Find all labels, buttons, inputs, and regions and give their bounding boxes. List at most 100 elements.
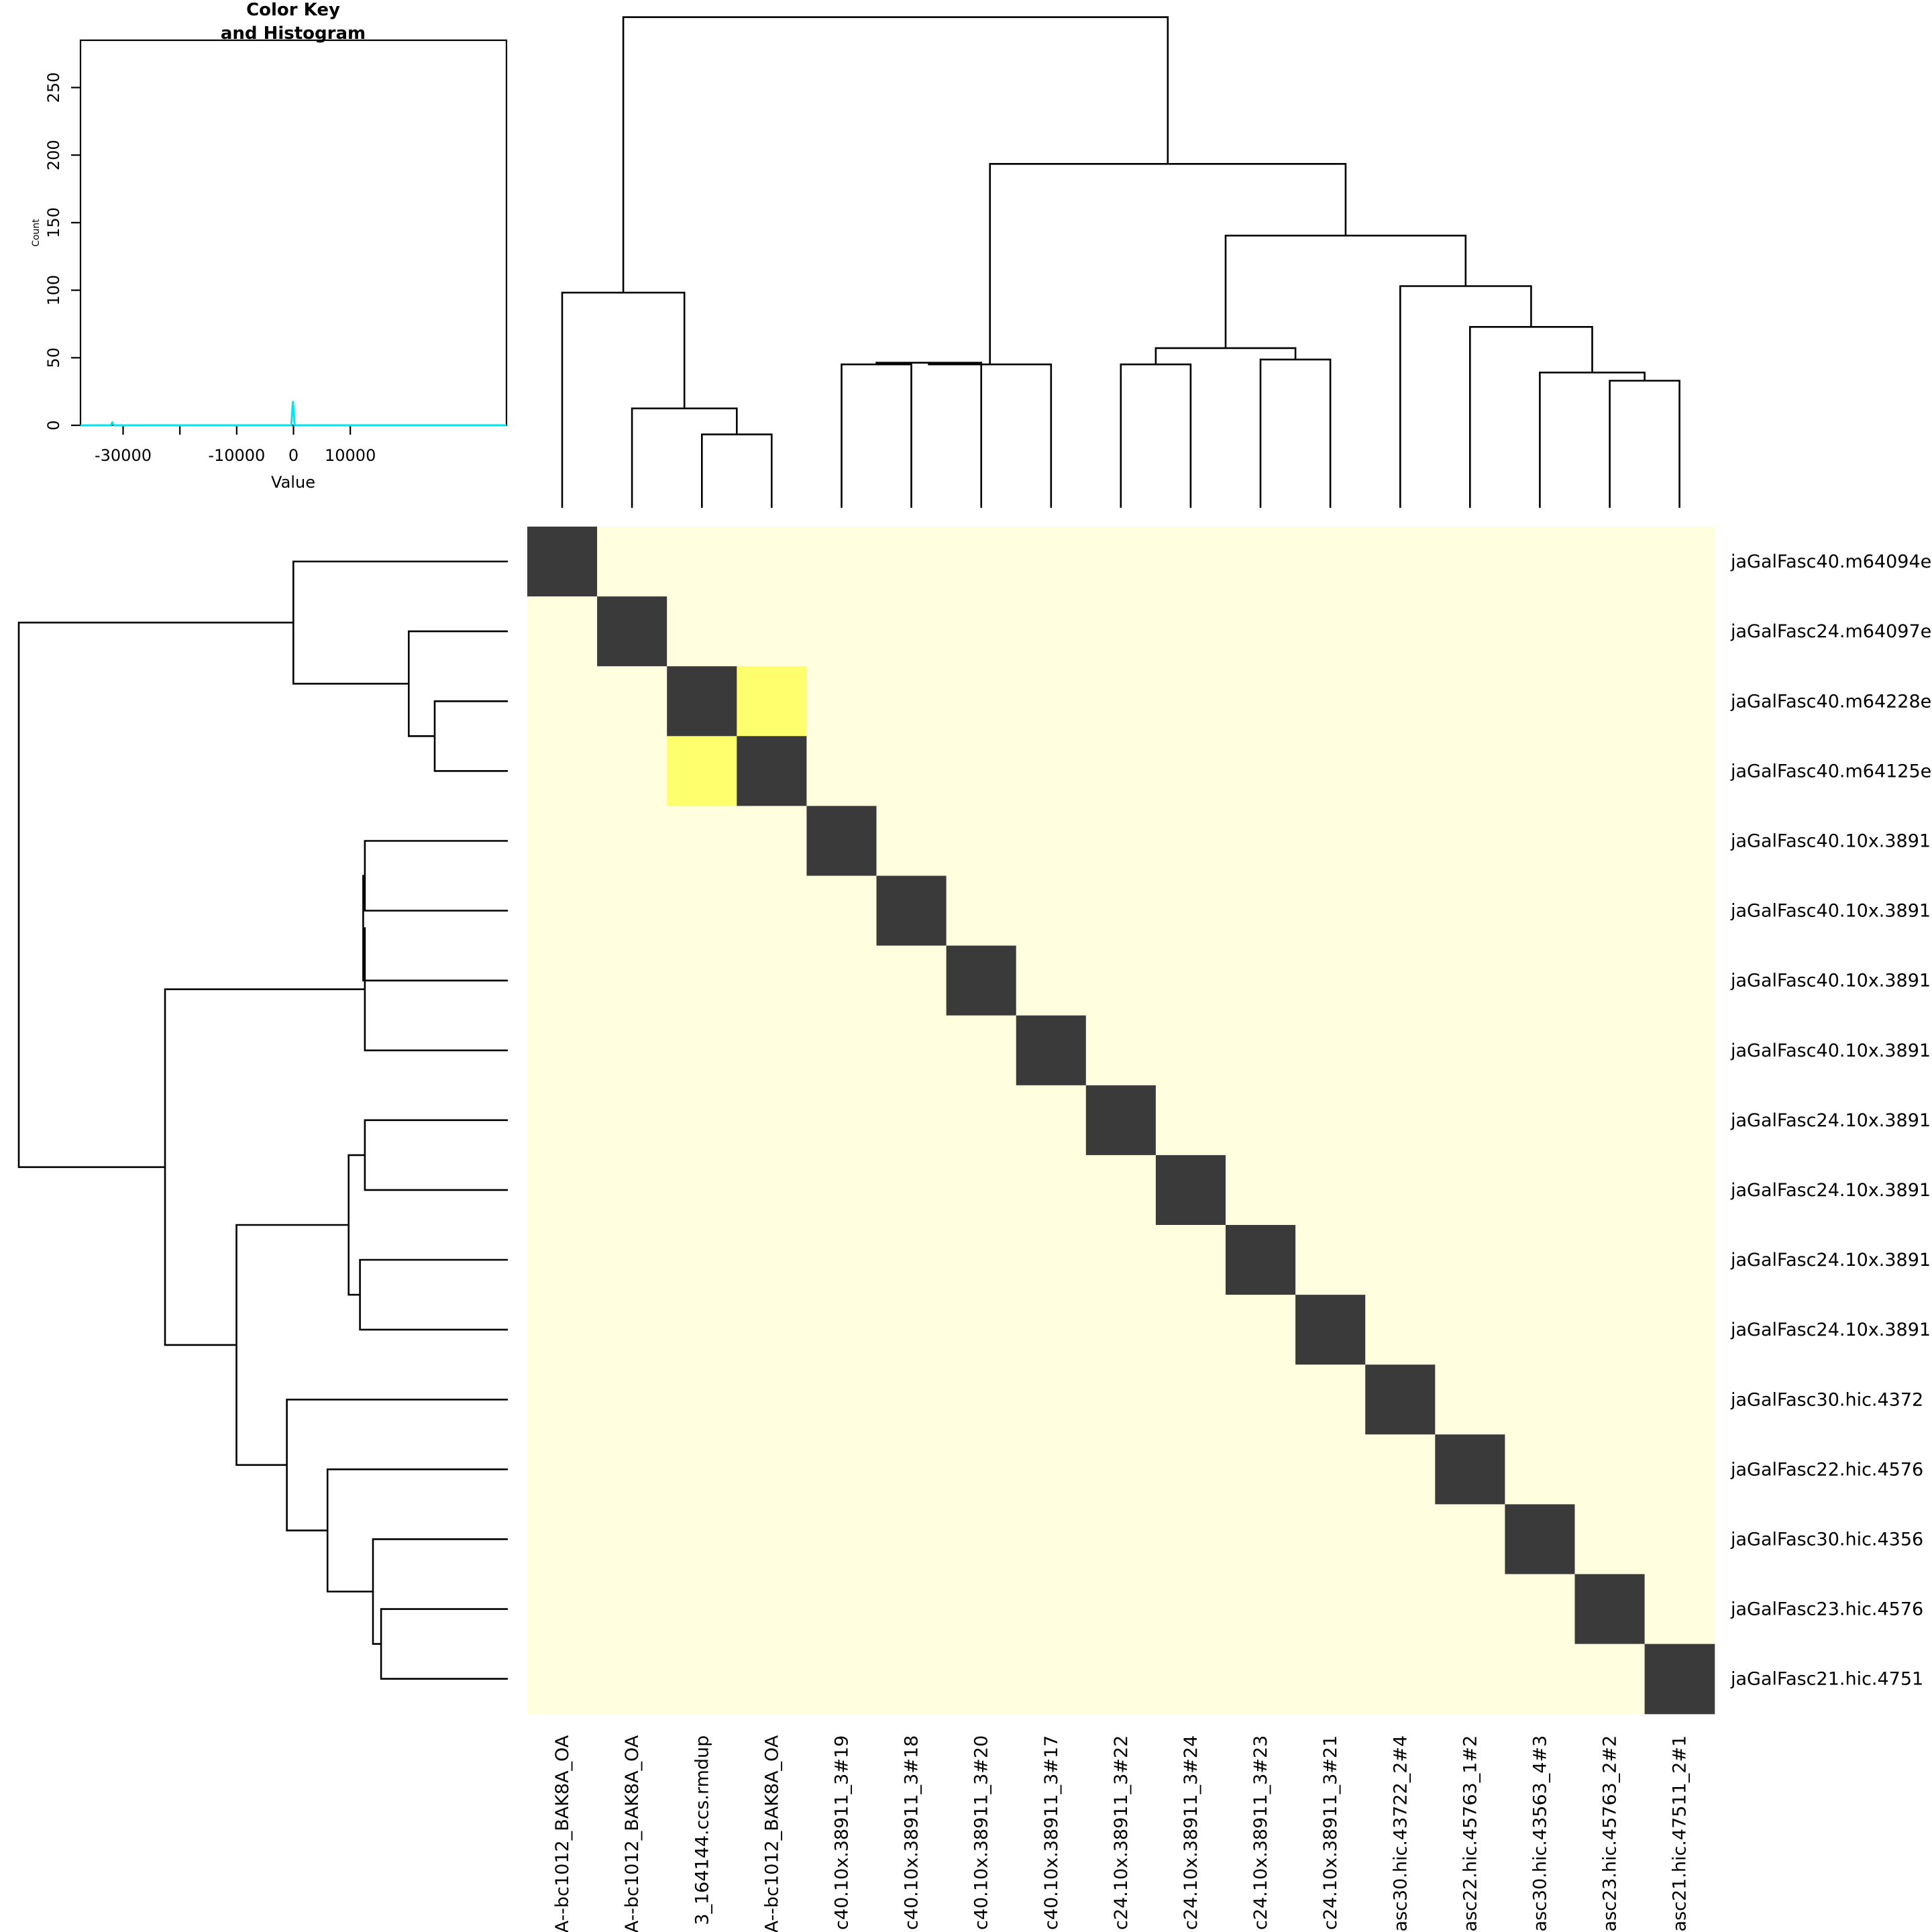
heatmap-cell (737, 1434, 807, 1505)
heatmap-cell (1085, 1015, 1157, 1086)
heatmap-cell (1435, 1504, 1505, 1575)
heatmap-cell (1226, 875, 1296, 947)
heatmap-cell (737, 1644, 807, 1715)
heatmap-cell (667, 1574, 737, 1645)
column-label: c24.10x.38911_3#24 (1181, 1735, 1201, 1930)
heatmap-cell (1574, 527, 1646, 597)
heatmap-cell (1574, 736, 1646, 806)
heatmap-cell (1085, 666, 1157, 737)
heatmap-cell (1295, 1015, 1366, 1086)
heatmap-cell (1644, 1434, 1715, 1505)
heatmap-cell (1505, 945, 1576, 1016)
heatmap-cell (1574, 1434, 1646, 1505)
heatmap-cell (1155, 1155, 1226, 1226)
heatmap-cell (597, 806, 667, 877)
dendrogram-branch (363, 927, 508, 1052)
heatmap-cell (737, 1085, 807, 1156)
row-dendrogram (17, 560, 508, 1680)
heatmap-cell (1085, 527, 1157, 597)
heatmap-cell (1085, 1364, 1157, 1435)
heatmap-cell (1016, 666, 1087, 737)
heatmap-cell (527, 666, 598, 737)
heatmap-cell (1085, 736, 1157, 806)
heatmap-cell (1435, 736, 1505, 806)
dendrogram-branch (841, 363, 912, 508)
heatmap-cell (597, 1015, 667, 1086)
heatmap-cell (876, 1644, 947, 1715)
x-tick-label: 0 (288, 446, 299, 465)
heatmap-cell (1644, 527, 1715, 597)
heatmap-cell (597, 1295, 667, 1365)
heatmap-cell (806, 1504, 877, 1575)
heatmap-cell (946, 1644, 1017, 1715)
heatmap-cell (527, 1015, 598, 1086)
heatmap-cell (946, 1085, 1017, 1156)
heatmap-cell (1505, 1085, 1576, 1156)
heatmap-cell (1505, 1015, 1576, 1086)
heatmap-cell (1365, 666, 1436, 737)
heatmap-cell (876, 1364, 947, 1435)
heatmap-cell (597, 666, 667, 737)
heatmap-cell (667, 1644, 737, 1715)
column-label: asc30.hic.43722_2#4 (1390, 1735, 1411, 1932)
heatmap-cell (806, 527, 877, 597)
heatmap-cell (1365, 1295, 1436, 1365)
row-label: jaGalFasc22.hic.4576 (1730, 1459, 1923, 1480)
dendrogram-branch (364, 840, 508, 912)
dendrogram-branch (372, 1538, 508, 1645)
heatmap-cell (597, 1504, 667, 1575)
heatmap-cell (1365, 736, 1436, 806)
heatmap-cell (1295, 1364, 1366, 1435)
dendrogram-branch (631, 407, 738, 508)
heatmap-cell (1505, 1225, 1576, 1295)
heatmap-cell (1085, 1504, 1157, 1575)
heatmap-cell (737, 1574, 807, 1645)
column-label: c24.10x.38911_3#22 (1111, 1735, 1132, 1930)
column-label: A--bc1012_BAK8A_OA (761, 1735, 782, 1932)
y-tick-label: 150 (44, 207, 63, 238)
heatmap-cell (1505, 596, 1576, 667)
heatmap-cell (1155, 1644, 1226, 1715)
row-label: jaGalFasc24.m64097e (1730, 621, 1931, 642)
heatmap-cell (1295, 875, 1366, 947)
heatmap-cell (1435, 1434, 1505, 1505)
column-label: asc22.hic.45763_1#2 (1460, 1735, 1481, 1932)
heatmap-cell (1226, 1644, 1296, 1715)
heatmap-cell (737, 1504, 807, 1575)
dendrogram-branch (1609, 380, 1680, 508)
heatmap-cell (1226, 1364, 1296, 1435)
heatmap-cell (597, 875, 667, 947)
heatmap-cell (1016, 736, 1087, 806)
heatmap-cell (1365, 1225, 1436, 1295)
heatmap-cell (1435, 945, 1505, 1016)
heatmap-cell (1644, 1085, 1715, 1156)
column-label: c40.10x.38911_3#20 (971, 1735, 992, 1930)
heatmap-cell (597, 736, 667, 806)
heatmap-cell (1295, 806, 1366, 877)
heatmap-cell (1644, 1574, 1715, 1645)
heatmap-cell (597, 945, 667, 1016)
heatmap-cell (1295, 1504, 1366, 1575)
dendrogram-branch (433, 700, 508, 772)
heatmap-cell (1295, 1085, 1366, 1156)
heatmap-cell (527, 1085, 598, 1156)
heatmap-cell (1505, 1434, 1576, 1505)
heatmap-cell (1505, 1155, 1576, 1226)
heatmap-cell (597, 1225, 667, 1295)
heatmap-cell (737, 596, 807, 667)
heatmap-cell (946, 1504, 1017, 1575)
heatmap-cell (1226, 1225, 1296, 1295)
heatmap-cell (1226, 596, 1296, 667)
heatmap-cell (1295, 1434, 1366, 1505)
heatmap-cell (1644, 1015, 1715, 1086)
heatmap-cell (1085, 1225, 1157, 1295)
heatmap-cell (1226, 1295, 1296, 1365)
heatmap-cell (946, 806, 1017, 877)
heatmap-cell (806, 806, 877, 877)
heatmap-cell (1155, 527, 1226, 597)
row-label: jaGalFasc40.10x.3891 (1730, 831, 1931, 852)
dendrogram-branch (1224, 234, 1467, 348)
heatmap-cell (1085, 1155, 1157, 1226)
heatmap-cell (667, 1085, 737, 1156)
heatmap-cell (1155, 1225, 1226, 1295)
